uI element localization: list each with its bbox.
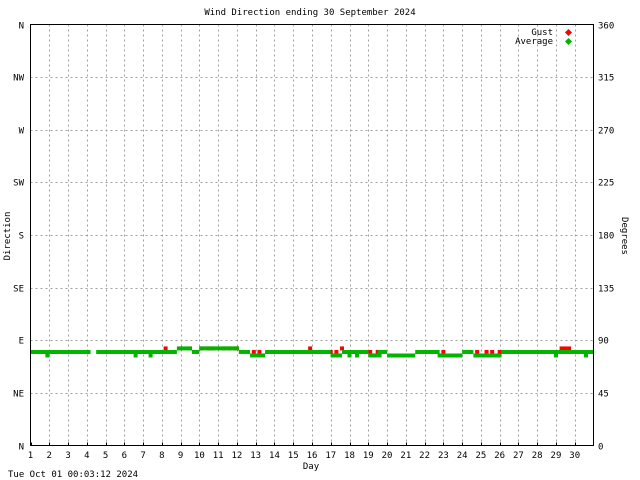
average-point	[355, 353, 360, 358]
x-tick-label: 15	[288, 451, 299, 461]
average-point	[371, 353, 376, 358]
gust-point	[567, 346, 572, 351]
y-tick-label-left: E	[19, 337, 24, 347]
legend-marker-average	[564, 37, 573, 46]
y-axis-label-right: Degrees	[619, 217, 629, 255]
x-axis-label: Day	[303, 462, 320, 472]
x-tick-label: 24	[457, 451, 468, 461]
x-tick-label: 3	[65, 451, 70, 461]
legend: Gust Average	[515, 28, 573, 47]
average-point	[458, 353, 463, 358]
gust-point	[475, 349, 480, 354]
y-tick-label-right: 0	[598, 443, 603, 453]
y-tick-label-right: 90	[598, 337, 609, 347]
x-tick-label: 29	[551, 451, 562, 461]
x-tick-label: 16	[307, 451, 318, 461]
x-tick-label: 8	[159, 451, 164, 461]
y-tick-label-left: S	[19, 232, 24, 242]
gust-point	[340, 346, 345, 351]
y-tick-label-left: N	[19, 443, 24, 453]
x-tick-label: 10	[194, 451, 205, 461]
y-tick-label-left: SE	[13, 285, 24, 295]
gust-point	[257, 349, 262, 354]
x-tick-label: 7	[140, 451, 145, 461]
x-tick-label: 23	[438, 451, 449, 461]
gust-point	[368, 349, 373, 354]
legend-marker-gust	[564, 28, 573, 37]
average-point	[133, 353, 138, 358]
gust-point	[497, 349, 502, 354]
y-tick-label-left: NE	[13, 390, 24, 400]
gust-point	[441, 349, 446, 354]
x-tick-label: 25	[475, 451, 486, 461]
average-point	[437, 353, 442, 358]
grid-lines	[30, 24, 594, 446]
gust-point	[490, 349, 495, 354]
x-tick-label: 22	[419, 451, 430, 461]
y-tick-label-left: SW	[13, 179, 24, 189]
average-point	[148, 353, 153, 358]
chart-title: Wind Direction ending 30 September 2024	[204, 8, 415, 18]
x-tick-label: 28	[532, 451, 543, 461]
x-tick-label: 26	[494, 451, 505, 461]
x-tick-label: 17	[325, 451, 336, 461]
x-tick-label: 21	[400, 451, 411, 461]
average-point	[347, 353, 352, 358]
legend-label-average: Average	[515, 37, 553, 47]
y-tick-label-left: W	[19, 127, 25, 137]
y-tick-label-right: 180	[598, 232, 614, 242]
x-tick-label: 30	[569, 451, 580, 461]
gust-point	[563, 346, 568, 351]
y-tick-label-left: N	[19, 22, 24, 32]
x-tick-label: 18	[344, 451, 355, 461]
y-tick-label-right: 225	[598, 179, 614, 189]
average-point	[330, 353, 335, 358]
x-tick-label: 19	[363, 451, 374, 461]
y-axis-label-left: Direction	[3, 212, 13, 261]
tick-labels: 1 2 3 4 5 6 7 8 9 10 11 12 13 14 15 16 17 18 19 20 21 22 23 24 2…	[13, 22, 614, 462]
gust-point	[484, 349, 489, 354]
x-tick-label: 1	[28, 451, 33, 461]
x-tick-label: 13	[250, 451, 261, 461]
average-point	[583, 353, 588, 358]
gust-point	[334, 349, 339, 354]
legend-label-gust: Gust	[531, 28, 553, 38]
x-tick-label: 14	[269, 451, 280, 461]
x-tick-label: 11	[213, 451, 224, 461]
gust-point	[163, 346, 168, 351]
x-tick-label: 4	[84, 451, 89, 461]
x-tick-label: 9	[178, 451, 183, 461]
gust-point	[559, 346, 564, 351]
footer-timestamp: Tue Oct 01 00:03:12 2024	[8, 470, 138, 480]
x-tick-label: 27	[513, 451, 524, 461]
average-point	[377, 353, 382, 358]
average-point	[478, 353, 483, 358]
y-tick-label-right: 315	[598, 74, 614, 84]
y-tick-label-right: 45	[598, 390, 609, 400]
x-tick-label: 6	[122, 451, 127, 461]
average-point	[553, 353, 558, 358]
y-tick-label-right: 360	[598, 22, 614, 32]
gust-point	[251, 349, 256, 354]
x-tick-label: 2	[47, 451, 52, 461]
x-tick-label: 20	[382, 451, 393, 461]
y-tick-label-left: NW	[13, 74, 24, 84]
x-tick-label: 12	[232, 451, 243, 461]
data-marks	[30, 346, 594, 358]
x-tick-label: 5	[103, 451, 108, 461]
average-point	[45, 353, 50, 358]
y-tick-label-right: 135	[598, 285, 614, 295]
gust-point	[308, 346, 313, 351]
y-tick-label-right: 270	[598, 127, 614, 137]
